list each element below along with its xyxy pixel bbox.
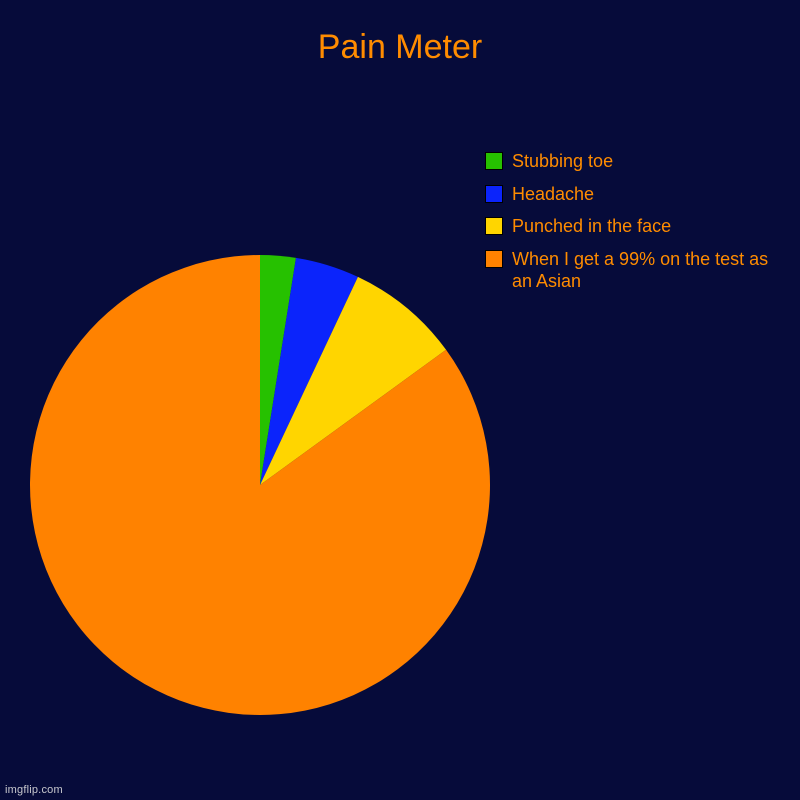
chart-legend: Stubbing toe Headache Punched in the face W… xyxy=(485,150,770,303)
legend-label: Punched in the face xyxy=(512,215,770,238)
watermark: imgflip.com xyxy=(5,784,63,796)
legend-label: Stubbing toe xyxy=(512,150,770,173)
legend-swatch xyxy=(485,250,503,268)
legend-item: Headache xyxy=(485,183,770,206)
legend-item: Punched in the face xyxy=(485,215,770,238)
pie-chart xyxy=(30,255,490,715)
legend-swatch xyxy=(485,152,503,170)
legend-label: Headache xyxy=(512,183,770,206)
legend-swatch xyxy=(485,185,503,203)
legend-swatch xyxy=(485,217,503,235)
legend-item: When I get a 99% on the test as an Asian xyxy=(485,248,770,293)
legend-label: When I get a 99% on the test as an Asian xyxy=(512,248,770,293)
chart-title: Pain Meter xyxy=(0,28,800,67)
legend-item: Stubbing toe xyxy=(485,150,770,173)
